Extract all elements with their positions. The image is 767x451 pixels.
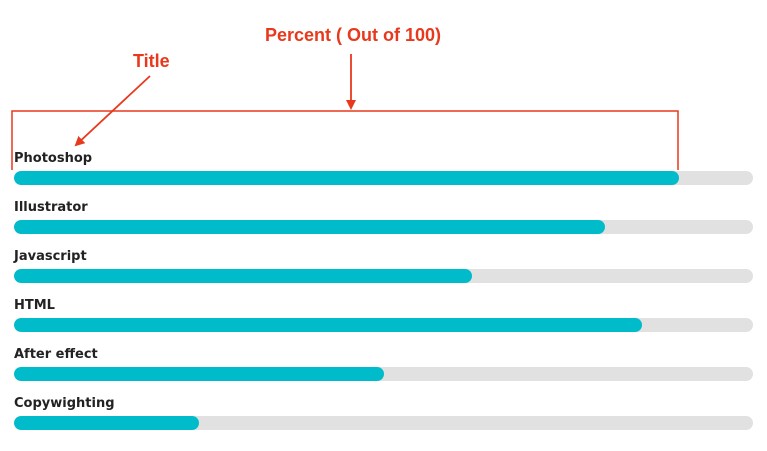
skill-track: [14, 416, 753, 430]
skill-title: HTML: [14, 298, 55, 313]
skill-row: HTML: [14, 298, 753, 347]
skill-title: Photoshop: [14, 151, 93, 166]
skill-row: Javascript: [14, 249, 753, 298]
percent-annotation-label: Percent ( Out of 100): [265, 25, 442, 45]
title-arrow: [74, 75, 151, 147]
title-annotation-label: Title: [133, 51, 170, 71]
skill-fill: [14, 318, 643, 332]
skill-row: Copywighting: [14, 396, 753, 445]
skill-title: Illustrator: [14, 200, 88, 215]
skill-row: Photoshop: [14, 151, 753, 200]
skill-fill: [14, 220, 606, 234]
skill-fill: [14, 269, 473, 283]
skill-track: [14, 367, 753, 381]
skill-title: After effect: [14, 347, 98, 362]
skill-track: [14, 171, 753, 185]
skill-fill: [14, 171, 680, 185]
skill-track: [14, 220, 753, 234]
skill-track: [14, 318, 753, 332]
skill-row: After effect: [14, 347, 753, 396]
skill-row: Illustrator: [14, 200, 753, 249]
skill-fill: [14, 367, 384, 381]
skill-bars: Photoshop Illustrator Javascript HTML Af…: [14, 151, 753, 445]
skill-title: Javascript: [14, 249, 87, 264]
skill-fill: [14, 416, 199, 430]
skill-title: Copywighting: [14, 396, 115, 411]
skill-track: [14, 269, 753, 283]
